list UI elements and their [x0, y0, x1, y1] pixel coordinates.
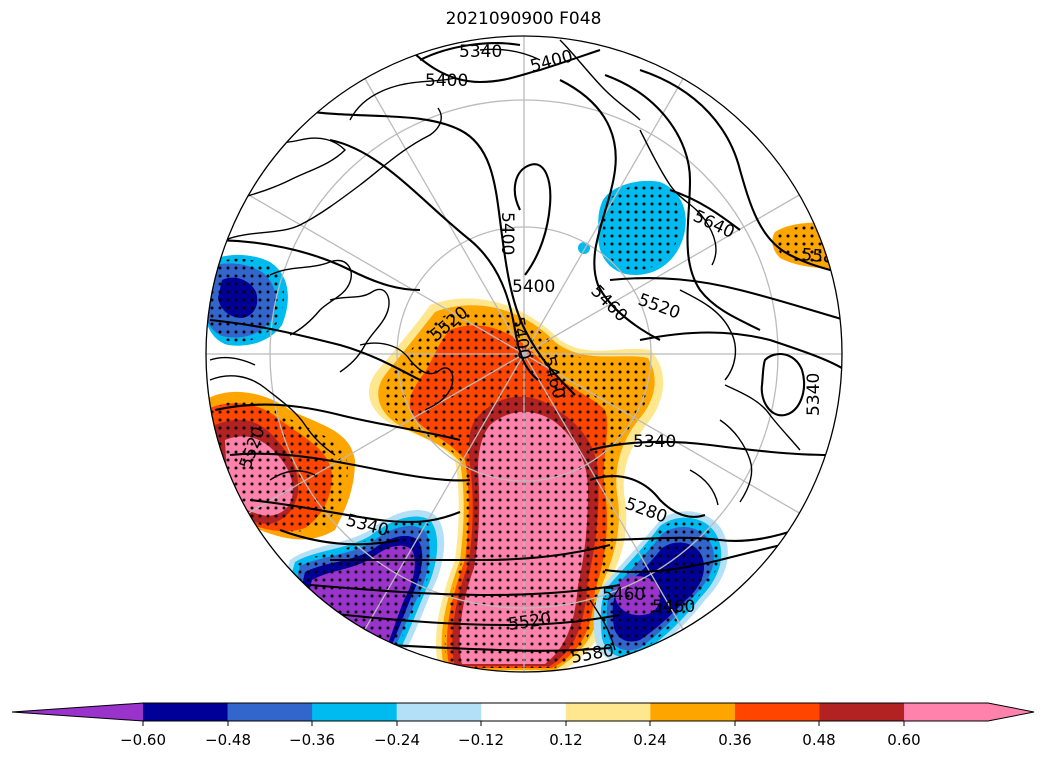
contour-west-3: [214, 403, 461, 442]
positive-anomaly-west-stipple: [208, 401, 348, 532]
contour-label: 5340: [804, 373, 824, 416]
colorbar-segment: [904, 703, 1034, 721]
positive-anomaly-center-stipple: [383, 309, 651, 668]
contour-5400-loop: [513, 163, 552, 276]
coastlines: [209, 39, 801, 651]
contour-label: 5340: [459, 42, 502, 62]
contour-west-1: [209, 238, 421, 292]
contour-5280: [589, 475, 706, 518]
colorbar-tick-label: −0.24: [374, 731, 420, 749]
contour-5400-west: [329, 138, 539, 381]
colorbar-tick-label: 0.48: [802, 731, 835, 749]
contour-5580-east: [639, 69, 842, 276]
polar-map: 5340 5400 5400 5400 5400 5400 5460 5460 …: [205, 35, 846, 673]
contour-5340-east-loop: [760, 352, 806, 417]
contour-5340-mid: [589, 440, 831, 457]
contour-west-4: [229, 452, 471, 482]
colorbar-segment: [143, 703, 229, 721]
contour-5340-north: [419, 42, 521, 61]
colorbar-segment: [396, 703, 482, 721]
colorbar-segment: [734, 703, 820, 721]
contour-south-2: [309, 583, 621, 597]
contour-label: 5400: [497, 212, 517, 255]
colorbar-tick-label: 0.24: [633, 731, 666, 749]
map-boundary: [205, 35, 843, 673]
colorbar-segment: [12, 703, 143, 721]
contour-south-1: [330, 543, 611, 562]
contour-5400-north: [399, 39, 601, 84]
contour-label: 5340: [633, 432, 676, 452]
colorbar-tick-label: −0.36: [289, 731, 335, 749]
colorbar-tick-label: 0.12: [549, 731, 582, 749]
contour-east-band-1: [609, 276, 842, 322]
contour-5460-b: [559, 79, 661, 341]
colorbar-segment: [481, 703, 567, 721]
contour-label: 5580: [801, 245, 846, 269]
contour-label: 5400: [512, 277, 555, 297]
colorbar-ticks: −0.60 −0.48 −0.36 −0.24 −0.12 0.12 0.24 …: [120, 721, 921, 749]
contour-west-2: [209, 318, 421, 381]
colorbar-segment: [819, 703, 905, 721]
colorbar-segments: [12, 703, 1034, 721]
colorbar-segment: [565, 703, 651, 721]
colorbar-tick-label: 0.60: [887, 731, 920, 749]
contour-5520-south: [299, 608, 621, 627]
colorbar: −0.60 −0.48 −0.36 −0.24 −0.12 0.12 0.24 …: [11, 702, 1035, 749]
contour-label: 5460: [652, 597, 695, 617]
contour-5460-a: [299, 108, 576, 396]
colorbar-tick-label: −0.48: [205, 731, 251, 749]
colorbar-tick-label: −0.60: [120, 731, 166, 749]
contour-west-6: [279, 529, 401, 546]
contour-5640: [669, 189, 741, 231]
negative-anomaly-south-east-stipple: [602, 519, 719, 655]
colorbar-segment: [650, 703, 736, 721]
contour-5340-west: [249, 498, 461, 524]
colorbar-segment: [227, 703, 313, 721]
colorbar-segment: [312, 703, 398, 721]
height-contours: [209, 39, 842, 652]
contour-label: 5460: [602, 585, 645, 605]
figure-title: 2021090900 F048: [445, 9, 602, 29]
colorbar-tick-label: 0.36: [718, 731, 751, 749]
contour-east-band-2: [639, 331, 842, 371]
colorbar-tick-label: −0.12: [458, 731, 504, 749]
contour-5520-east: [604, 74, 761, 331]
contour-label: 5400: [425, 71, 468, 91]
negative-anomaly-northeast-stipple: [603, 184, 681, 270]
